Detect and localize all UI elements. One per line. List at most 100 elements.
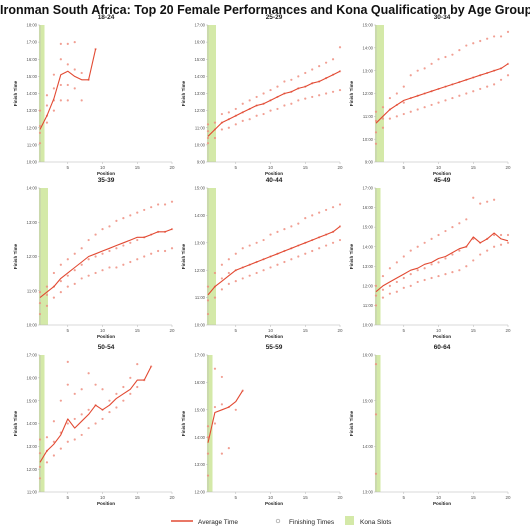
finishing-time-point bbox=[227, 282, 230, 285]
finishing-time-point bbox=[499, 78, 503, 81]
x-tick-label: 10 bbox=[100, 165, 106, 170]
finishing-time-point bbox=[80, 413, 83, 416]
panel-40-44: 40-44 10:00 11:00 12:00 13:00 14:00 15:00 5 10 15… bbox=[181, 177, 343, 339]
finishing-time-point bbox=[73, 282, 76, 285]
y-tick-label: 13:00 bbox=[363, 68, 374, 73]
x-tick-label: 10 bbox=[268, 165, 274, 170]
y-tick-label: 14:00 bbox=[363, 45, 374, 50]
finishing-time-point bbox=[213, 367, 217, 370]
kona-slots-band bbox=[38, 355, 45, 492]
finishing-time-point bbox=[402, 276, 405, 280]
legend: Average Time Finishing Times Kona Slots bbox=[171, 516, 392, 526]
finishing-time-point bbox=[304, 97, 307, 100]
finishing-time-point bbox=[80, 277, 83, 280]
kona-slots-band bbox=[206, 355, 213, 492]
finishing-time-point bbox=[388, 117, 391, 120]
y-tick-label: 15:00 bbox=[363, 23, 374, 28]
finishing-time-point bbox=[381, 126, 385, 129]
finishing-time-point bbox=[150, 206, 153, 209]
finishing-time-point bbox=[59, 99, 62, 102]
kona-slots-band bbox=[374, 355, 381, 492]
finishing-time-point bbox=[283, 80, 286, 83]
finishing-time-point bbox=[290, 102, 293, 105]
finishing-time-point bbox=[338, 88, 342, 92]
finishing-time-point bbox=[318, 211, 321, 214]
x-tick-label: 10 bbox=[436, 165, 442, 170]
y-tick-label: 14:00 bbox=[195, 435, 206, 440]
finishing-time-point bbox=[451, 53, 454, 56]
finishing-time-point bbox=[101, 388, 104, 391]
finishing-time-point bbox=[381, 106, 385, 109]
finishing-time-point bbox=[430, 276, 433, 280]
finishing-time-point bbox=[87, 372, 90, 375]
kona-slots-band bbox=[38, 188, 48, 325]
finishing-time-point bbox=[338, 46, 342, 49]
finishing-time-point bbox=[248, 244, 251, 247]
finishing-time-point bbox=[80, 71, 83, 75]
finishing-time-point bbox=[45, 304, 49, 307]
x-tick-label: 10 bbox=[436, 328, 442, 333]
finishing-time-point bbox=[66, 440, 69, 443]
finishing-time-point bbox=[115, 406, 118, 409]
finishing-time-point bbox=[276, 263, 279, 266]
finishing-time-point bbox=[269, 233, 272, 236]
finishing-time-point bbox=[80, 433, 83, 437]
finishing-time-point bbox=[276, 107, 279, 111]
finishing-time-point bbox=[52, 109, 55, 112]
finishing-time-point bbox=[374, 294, 378, 297]
finishing-time-point bbox=[80, 263, 83, 266]
x-tick-label: 5 bbox=[235, 165, 238, 170]
finishing-time-point bbox=[486, 249, 489, 252]
finishing-time-point bbox=[220, 263, 223, 266]
average-time-line bbox=[39, 48, 97, 130]
kona-slots-band bbox=[374, 188, 381, 325]
finishing-time-point bbox=[73, 252, 76, 255]
finishing-time-point bbox=[458, 269, 461, 272]
finishing-time-point bbox=[115, 392, 118, 395]
y-tick-label: 16:00 bbox=[195, 380, 206, 385]
finishing-time-point bbox=[227, 271, 230, 275]
finishing-time-point bbox=[234, 252, 237, 255]
finishing-time-point bbox=[101, 269, 104, 272]
y-tick-label: 10:00 bbox=[363, 323, 374, 328]
x-tick-label: 5 bbox=[403, 495, 406, 500]
kona-slots-band bbox=[206, 25, 216, 162]
legend-kona-swatch bbox=[345, 516, 354, 525]
finishing-time-point bbox=[458, 49, 461, 52]
finishing-time-point bbox=[297, 99, 300, 102]
y-tick-label: 9:00 bbox=[197, 160, 206, 165]
finishing-time-point bbox=[122, 385, 125, 389]
finishing-time-point bbox=[73, 87, 76, 90]
y-tick-label: 12:00 bbox=[195, 108, 206, 113]
finishing-time-point bbox=[290, 225, 293, 228]
finishing-time-point bbox=[206, 299, 210, 302]
finishing-time-point bbox=[129, 392, 132, 395]
finishing-time-point bbox=[94, 233, 97, 236]
x-tick-label: 5 bbox=[235, 495, 238, 500]
finishing-time-point bbox=[80, 388, 83, 391]
x-axis-label: Position bbox=[97, 171, 115, 176]
finishing-time-point bbox=[115, 219, 118, 222]
finishing-time-point bbox=[297, 75, 300, 78]
finishing-time-point bbox=[283, 260, 286, 264]
finishing-time-point bbox=[451, 226, 454, 229]
finishing-time-point bbox=[52, 271, 55, 275]
y-tick-label: 17:00 bbox=[27, 353, 38, 358]
finishing-time-point bbox=[59, 42, 62, 45]
finishing-time-point bbox=[311, 214, 314, 217]
finishing-time-point bbox=[38, 452, 42, 455]
finishing-time-point bbox=[66, 274, 69, 277]
x-tick-label: 20 bbox=[169, 495, 175, 500]
finishing-time-point bbox=[374, 304, 378, 307]
panel-60-64: 60-64 13:00 14:00 15:00 16:00 5 10 15 20 Position… bbox=[349, 344, 511, 506]
average-time-line bbox=[375, 63, 509, 124]
y-tick-label: 13:00 bbox=[195, 240, 206, 245]
finishing-time-point bbox=[234, 408, 237, 411]
x-tick-label: 10 bbox=[268, 495, 274, 500]
finishing-time-point bbox=[248, 99, 251, 102]
finishing-time-point bbox=[38, 124, 42, 128]
finishing-time-point bbox=[227, 126, 230, 129]
finishing-time-point bbox=[395, 290, 398, 293]
y-tick-label: 14:00 bbox=[27, 91, 38, 96]
finishing-time-point bbox=[437, 274, 440, 278]
